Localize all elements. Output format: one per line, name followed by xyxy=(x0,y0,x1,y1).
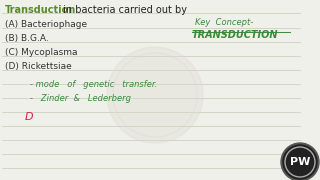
Text: D: D xyxy=(25,112,34,122)
Text: (A) Bacteriophage: (A) Bacteriophage xyxy=(5,20,87,29)
Circle shape xyxy=(281,143,319,180)
Text: (D) Rickettsiae: (D) Rickettsiae xyxy=(5,62,72,71)
Circle shape xyxy=(107,47,203,143)
Text: (C) Mycoplasma: (C) Mycoplasma xyxy=(5,48,77,57)
Text: TRANSDUCTION: TRANSDUCTION xyxy=(192,30,278,40)
Text: Transduction: Transduction xyxy=(5,5,76,15)
Text: - mode   of   genetic   transfer.: - mode of genetic transfer. xyxy=(30,80,157,89)
Text: in bacteria carried out by: in bacteria carried out by xyxy=(60,5,187,15)
Text: Key  Concept-: Key Concept- xyxy=(195,18,253,27)
Text: (B) B.G.A.: (B) B.G.A. xyxy=(5,34,49,43)
Circle shape xyxy=(283,145,317,179)
Text: -   Zinder  &   Lederberg: - Zinder & Lederberg xyxy=(30,94,131,103)
Text: PW: PW xyxy=(290,157,310,167)
